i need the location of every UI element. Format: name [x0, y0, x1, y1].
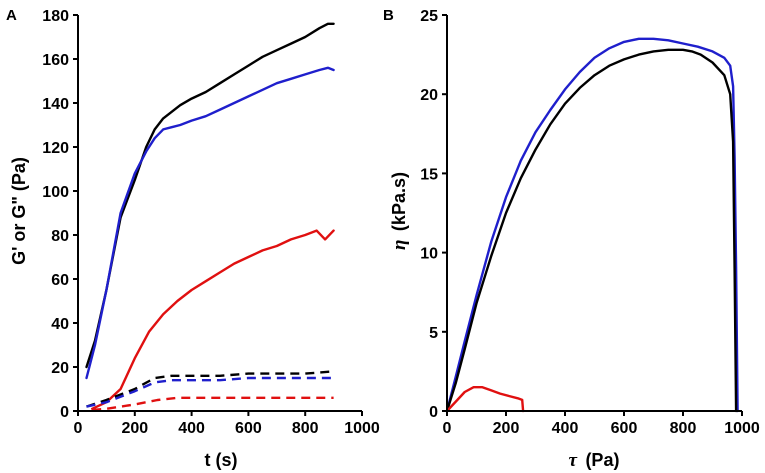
panel-b-series-2	[445, 386, 525, 413]
panel-b-x-axis-label: τ (Pa)	[569, 450, 620, 471]
panel-a-x-axis-label: t (s)	[205, 450, 238, 470]
panel-a-series-5	[92, 396, 334, 412]
panel-b-y-tick-label: 10	[420, 246, 438, 263]
panel-b-x-tick-label: 1000	[724, 420, 760, 437]
panel-a-y-tick-label: 140	[42, 96, 69, 113]
panel-a-label: A	[6, 7, 17, 24]
panel-a-series-group	[85, 22, 335, 412]
panel-a-y-tick-label: 160	[42, 52, 69, 69]
panel-b-y-tick-label: 0	[429, 404, 438, 421]
panel-a-y-axis-label: G' or G" (Pa)	[9, 157, 29, 265]
panel-b-x-tick-label: 600	[611, 420, 638, 437]
panel-b-x-tick-label: 400	[552, 420, 579, 437]
tau-symbol: τ	[569, 450, 578, 471]
panel-a-series-4	[86, 376, 334, 408]
panel-b-axes: 0 200 400 600 800 1000 0 5 10 15 20 25	[420, 8, 760, 437]
panel-b-x-tick-label: 800	[670, 420, 697, 437]
panel-a-y-tick-label: 60	[51, 272, 69, 289]
panel-a-x-tick-label: 200	[121, 420, 148, 437]
panel-b-y-tick-label: 15	[420, 166, 438, 183]
panel-b-label: B	[383, 7, 394, 24]
panel-b-x-tick-label: 200	[493, 420, 520, 437]
panel-a-x-tick-label: 0	[74, 420, 83, 437]
panel-b-y-tick-label: 20	[420, 87, 438, 104]
panel-a-y-tick-label: 80	[51, 228, 69, 245]
panel-b-y-axis-label: η (kPa.s)	[389, 172, 410, 250]
panel-a-y-tick-label: 40	[51, 316, 69, 333]
panel-b: B 0 200 400 600 800 1000 0 5 10 15 20 25 τ (Pa) η (…	[383, 7, 760, 471]
panel-a-y-tick-label: 0	[60, 404, 69, 421]
panel-a-series-3	[86, 370, 334, 408]
panel-b-y-tick-label: 5	[429, 325, 438, 342]
panel-a-x-tick-label: 400	[178, 420, 205, 437]
panel-a-axes: 0 200 400 600 800 1000 0 20 40 60 80 100 120 140 160 18…	[42, 8, 380, 437]
panel-a-x-tick-label: 800	[292, 420, 319, 437]
panel-a: A 0 200 400 600 800 1000 0 20 40 60 80 100 120 140 160…	[6, 7, 380, 470]
panel-a-y-tick-label: 120	[42, 140, 69, 157]
panel-b-x-unit: (Pa)	[585, 450, 619, 470]
panel-a-x-tick-label: 600	[235, 420, 262, 437]
panel-a-y-tick-label: 100	[42, 184, 69, 201]
panel-a-series-1	[85, 66, 335, 380]
panel-b-y-unit: (kPa.s)	[389, 172, 409, 231]
panel-b-x-tick-label: 0	[443, 420, 452, 437]
panel-a-x-tick-label: 1000	[344, 420, 380, 437]
eta-symbol: η	[389, 240, 410, 250]
panel-a-y-tick-label: 20	[51, 360, 69, 377]
panel-a-series-2	[90, 229, 335, 410]
panel-b-series-group	[445, 37, 739, 413]
panel-b-y-tick-label: 25	[420, 8, 438, 25]
panel-a-y-tick-label: 180	[42, 8, 69, 25]
panel-b-series-0	[445, 37, 739, 413]
panel-b-series-1	[445, 48, 738, 413]
panel-a-series-0	[85, 22, 335, 369]
